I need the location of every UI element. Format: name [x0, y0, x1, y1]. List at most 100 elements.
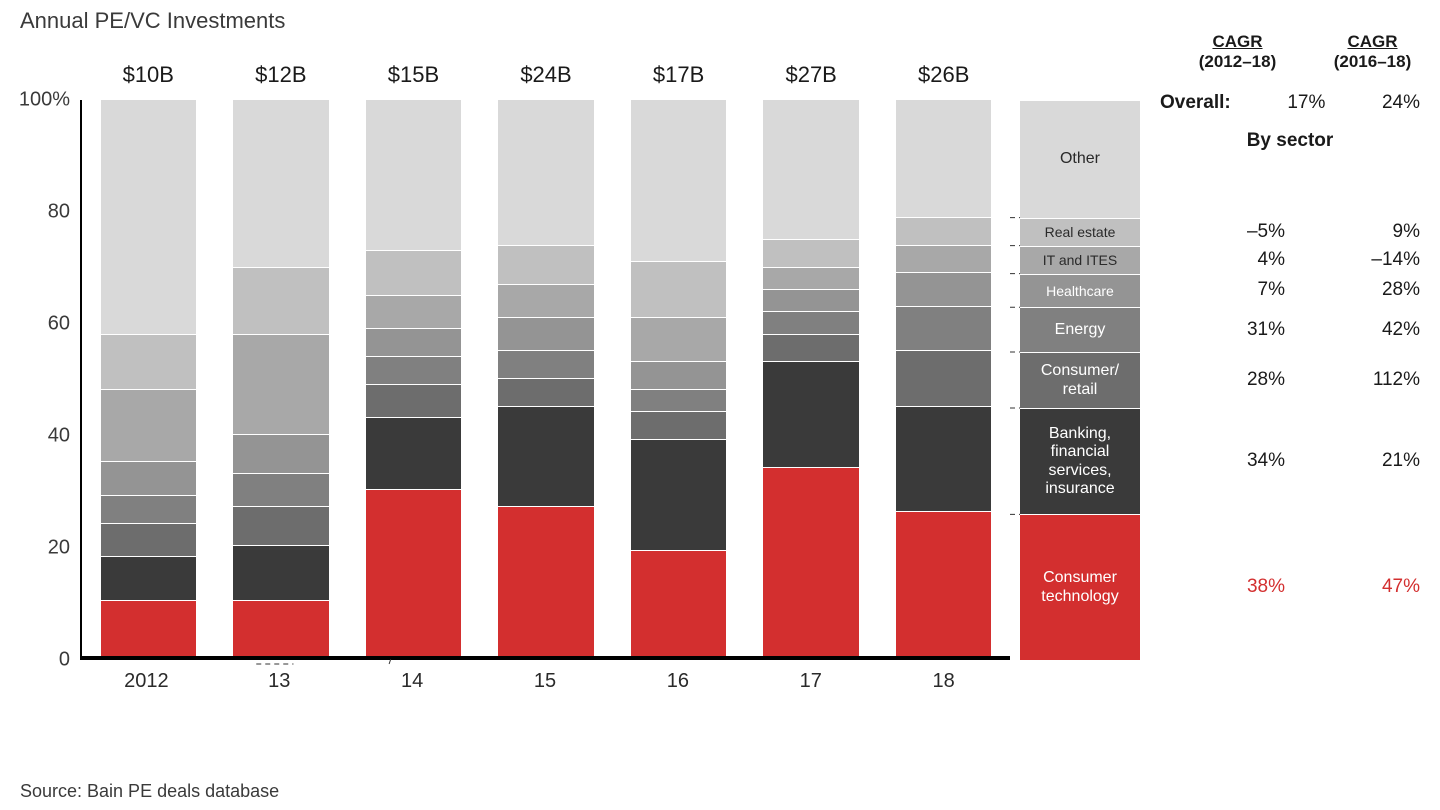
legend-bar: Consumer technologyBanking, financial se…: [1020, 100, 1140, 660]
cagr-row-energy: 31%42%: [1160, 319, 1420, 341]
bar-column: $24B: [480, 100, 613, 656]
cagr-headers: CAGR (2012–18) CAGR (2016–18): [1160, 32, 1420, 72]
cagr-row-healthcare: 7% 28%: [1160, 279, 1420, 301]
bar-segment-real_estate: [763, 239, 858, 267]
stacked-bar: [498, 100, 593, 656]
bar-total-label: $17B: [653, 62, 704, 88]
cagr-header-1-line1: CAGR: [1212, 32, 1262, 51]
legend-segment-healthcare: Healthcare: [1020, 274, 1140, 308]
bar-column: $27B: [745, 100, 878, 656]
bar-segment-it_ites: [631, 317, 726, 361]
bar-segment-healthcare: [101, 461, 196, 494]
bar-segment-real_estate: [366, 250, 461, 294]
x-axis-label: 13: [213, 664, 346, 693]
bar-segment-bfsi: [101, 556, 196, 600]
legend-segment-other: Other: [1020, 100, 1140, 218]
legend-segment-bfsi: Banking, financial services, insurance: [1020, 408, 1140, 514]
cagr-value-1: 28%: [1190, 369, 1285, 391]
bar-segment-consumer_tech: [763, 467, 858, 656]
bar-segment-real_estate: [896, 217, 991, 245]
bar-column: $15B: [347, 100, 480, 656]
cagr-value-1: 34%: [1190, 450, 1285, 472]
stacked-bar: [896, 100, 991, 656]
cagr-value-2: 47%: [1325, 576, 1420, 598]
bar-segment-energy: [101, 495, 196, 523]
x-axis-label: 14: [346, 664, 479, 693]
bar-segment-healthcare: [896, 272, 991, 305]
stacked-bar: [763, 100, 858, 656]
bar-segment-it_ites: [498, 284, 593, 317]
bar-total-label: $24B: [520, 62, 571, 88]
bar-segment-real_estate: [233, 267, 328, 334]
bar-segment-energy: [366, 356, 461, 384]
bar-segment-real_estate: [498, 245, 593, 284]
bar-segment-consumer_tech: [101, 600, 196, 656]
x-axis-label: 2012: [80, 664, 213, 693]
cagr-value-2: 28%: [1325, 279, 1420, 301]
bar-segment-healthcare: [233, 434, 328, 473]
cagr-header-1-line2: (2012–18): [1199, 52, 1277, 71]
bar-segment-healthcare: [763, 289, 858, 311]
source-note: Source: Bain PE deals database: [20, 781, 279, 802]
cagr-value-2: –14%: [1325, 249, 1420, 271]
bar-column: $17B: [612, 100, 745, 656]
y-tick-label: 100%: [19, 89, 70, 112]
x-axis-label: 15: [479, 664, 612, 693]
bar-column: $26B: [877, 100, 1010, 656]
bar-column: $10B: [82, 100, 215, 656]
cagr-row-real_estate: –5%9%: [1160, 221, 1420, 243]
bar-segment-energy: [233, 473, 328, 506]
bar-segment-healthcare: [498, 317, 593, 350]
y-tick-label: 40: [48, 425, 70, 448]
bar-segment-other: [233, 100, 328, 267]
bar-segment-bfsi: [896, 406, 991, 512]
bar-segment-consumer_retail: [498, 378, 593, 406]
bar-column: $12B: [215, 100, 348, 656]
bar-segment-other: [896, 100, 991, 217]
bar-segment-other: [631, 100, 726, 261]
bar-segment-consumer_retail: [366, 384, 461, 417]
bar-total-label: $12B: [255, 62, 306, 88]
legend-segment-energy: Energy: [1020, 307, 1140, 352]
bar-segment-it_ites: [896, 245, 991, 273]
legend-segment-real_estate: Real estate: [1020, 218, 1140, 246]
bar-segment-other: [498, 100, 593, 245]
cagr-row-it_ites: 4% –14%: [1160, 249, 1420, 271]
bar-segment-it_ites: [763, 267, 858, 289]
bar-total-label: $26B: [918, 62, 969, 88]
legend-connectors: [1010, 100, 1020, 660]
cagr-body: –5%9%4%–14%7%28%31%42%28%112%34%21%38%47…: [1160, 100, 1420, 660]
cagr-header-1: CAGR (2012–18): [1190, 32, 1285, 72]
stacked-bar: [366, 100, 461, 656]
bar-segment-it_ites: [101, 389, 196, 461]
cagr-value-1: 7%: [1190, 279, 1285, 301]
y-tick-label: 0: [59, 649, 70, 672]
bar-segment-real_estate: [101, 334, 196, 390]
bar-segment-consumer_tech: [631, 550, 726, 656]
bar-segment-bfsi: [498, 406, 593, 506]
bar-segment-it_ites: [366, 295, 461, 328]
bar-segment-consumer_tech: [498, 506, 593, 656]
cagr-row-consumer_retail: 28% 112%: [1160, 369, 1420, 391]
cagr-header-2-line2: (2016–18): [1334, 52, 1412, 71]
bar-segment-bfsi: [631, 439, 726, 550]
x-axis-label: 17: [744, 664, 877, 693]
x-axis-labels: 2012131415161718: [80, 664, 1010, 693]
cagr-value-2: 9%: [1325, 221, 1420, 243]
bar-segment-energy: [498, 350, 593, 378]
bar-segment-other: [366, 100, 461, 250]
cagr-value-2: 112%: [1325, 369, 1420, 391]
bar-total-label: $15B: [388, 62, 439, 88]
bar-segment-consumer_retail: [896, 350, 991, 406]
x-axis-label: 16: [611, 664, 744, 693]
stacked-bar: [233, 100, 328, 656]
x-axis-label: 18: [877, 664, 1010, 693]
cagr-value-1: 4%: [1190, 249, 1285, 271]
cagr-value-1: 31%: [1190, 319, 1285, 341]
bar-segment-energy: [631, 389, 726, 411]
bar-segment-consumer_retail: [631, 411, 726, 439]
cagr-value-1: 38%: [1190, 576, 1285, 598]
bar-segment-energy: [763, 311, 858, 333]
chart-title: Annual PE/VC Investments: [20, 8, 1420, 34]
cagr-row-consumer_tech: 38% 47%: [1160, 576, 1420, 598]
